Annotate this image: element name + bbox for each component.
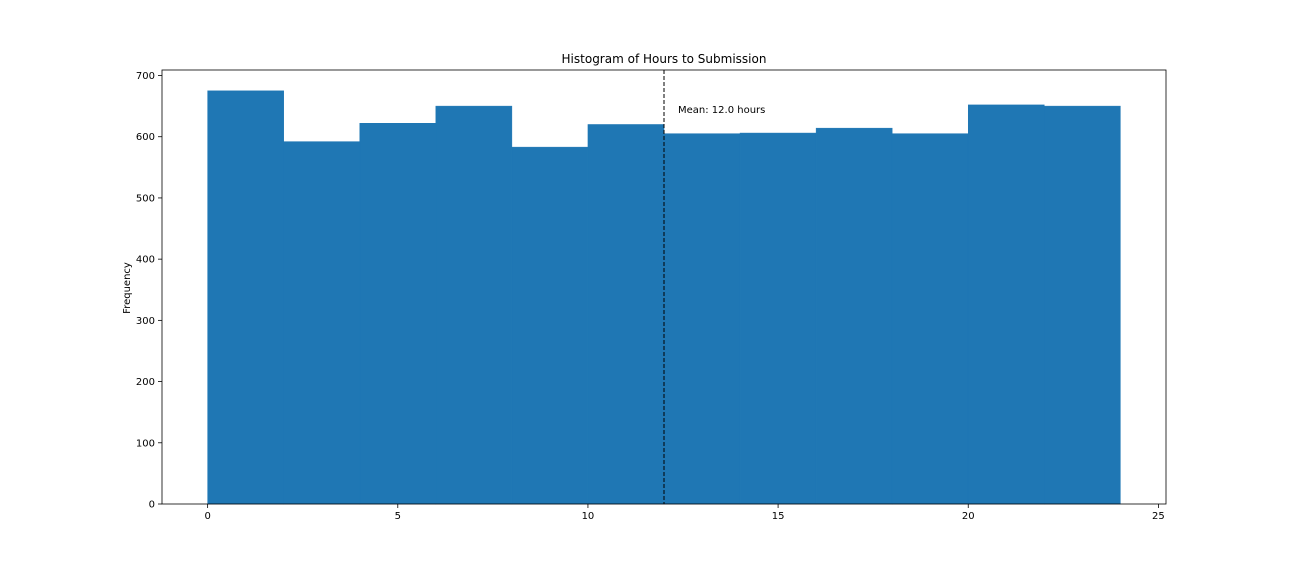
histogram-bar bbox=[891, 133, 969, 505]
chart-title: Histogram of Hours to Submission bbox=[562, 52, 767, 66]
y-tick-label: 500 bbox=[136, 193, 155, 204]
x-axis-ticks: 0 5 10 15 20 25 bbox=[204, 504, 1165, 522]
histogram-bar bbox=[359, 123, 437, 505]
histogram-bar bbox=[815, 127, 893, 505]
y-tick-label: 100 bbox=[136, 438, 155, 449]
x-tick-label: 15 bbox=[772, 511, 785, 522]
y-tick-label: 700 bbox=[136, 71, 155, 82]
histogram-bar bbox=[739, 132, 817, 505]
y-axis-label: Frequency bbox=[122, 262, 133, 314]
x-tick-label: 10 bbox=[582, 511, 595, 522]
histogram-bar bbox=[1044, 105, 1121, 505]
y-tick-label: 200 bbox=[136, 377, 155, 388]
histogram-bar bbox=[283, 141, 361, 505]
y-tick-label: 0 bbox=[149, 500, 155, 511]
histogram-bar bbox=[967, 104, 1045, 505]
histogram-bar bbox=[435, 105, 513, 505]
histogram-bar bbox=[663, 133, 741, 505]
mean-annotation: Mean: 12.0 hours bbox=[678, 105, 765, 116]
x-tick-label: 0 bbox=[204, 511, 210, 522]
x-tick-label: 25 bbox=[1152, 511, 1165, 522]
histogram-bar bbox=[587, 124, 665, 505]
y-tick-label: 600 bbox=[136, 132, 155, 143]
x-tick-label: 5 bbox=[395, 511, 401, 522]
mean-layer: Mean: 12.0 hours bbox=[663, 70, 765, 504]
y-tick-label: 400 bbox=[136, 255, 155, 266]
histogram-bars bbox=[207, 90, 1121, 505]
x-tick-label: 20 bbox=[962, 511, 975, 522]
histogram-bar bbox=[511, 146, 589, 505]
plot-frame bbox=[161, 69, 1167, 505]
y-tick-label: 300 bbox=[136, 316, 155, 327]
histogram-bar bbox=[207, 90, 284, 505]
y-axis-ticks: 0 100 200 300 400 500 600 700 bbox=[136, 71, 162, 511]
